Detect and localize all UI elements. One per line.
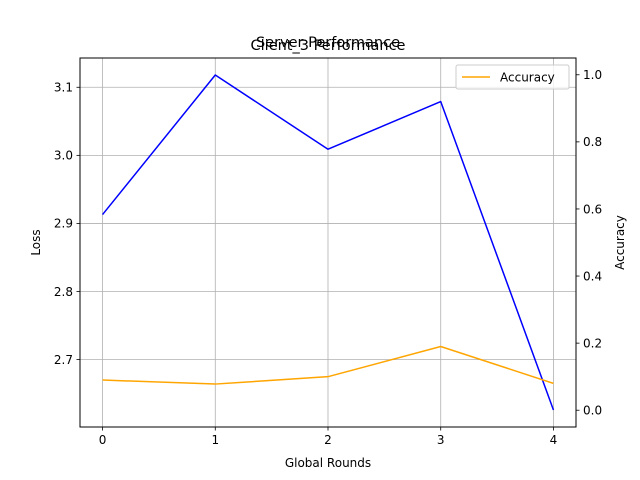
y-left-tick-label: 2.7 (54, 353, 73, 367)
y-left-tick-label: 3.1 (54, 81, 73, 95)
chart-title: Client_3 Performance (251, 38, 406, 54)
series-layer (101, 74, 555, 411)
y-right-tick-label: 0.0 (583, 404, 602, 418)
x-tick-label: 3 (437, 433, 445, 447)
y-right-tick-label: 0.4 (583, 269, 602, 283)
chart-title-overlap: Server Performance (256, 35, 400, 51)
legend: Accuracy (455, 64, 570, 90)
legend-box (455, 64, 570, 90)
ticks: 0 1 2 3 4 2.7 2.8 2.9 3.0 3.1 0.0 0.2 0.4 0.6 0.8 1.0 (54, 68, 602, 447)
y-right-tick-label: 1.0 (583, 68, 602, 82)
legend-label-accuracy: Accuracy (500, 71, 555, 85)
y-axis-left-label: Loss (29, 229, 43, 255)
y-axis-right-label: Accuracy (613, 215, 627, 270)
x-axis-label: Global Rounds (285, 456, 371, 470)
y-right-tick-label: 0.2 (583, 336, 602, 350)
x-tick-label: 4 (550, 433, 558, 447)
y-right-tick-label: 0.6 (583, 202, 602, 216)
x-tick-label: 2 (324, 433, 332, 447)
accuracy-line (102, 345, 554, 385)
y-left-tick-label: 3.0 (54, 149, 73, 163)
y-right-tick-label: 0.8 (583, 135, 602, 149)
x-tick-label: 1 (211, 433, 219, 447)
loss-line (101, 74, 555, 411)
x-tick-label: 0 (99, 433, 107, 447)
y-left-tick-label: 2.9 (54, 217, 73, 231)
y-left-tick-label: 2.8 (54, 285, 73, 299)
